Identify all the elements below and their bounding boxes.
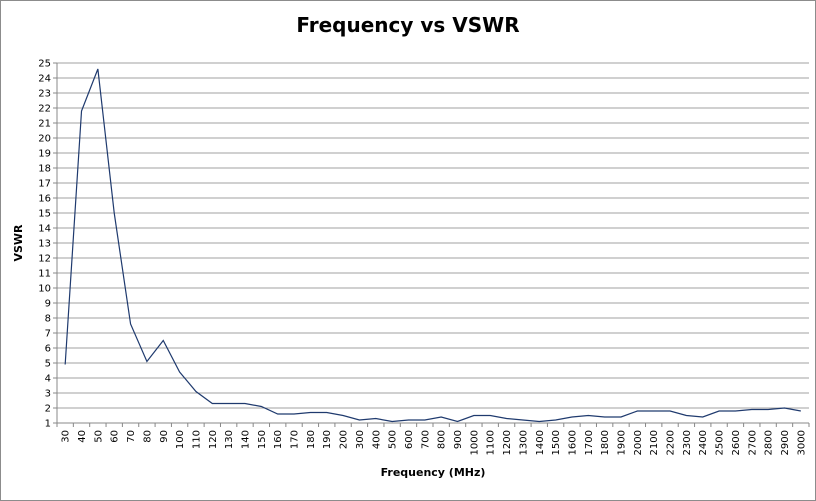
y-tick-label-24: 24 xyxy=(38,74,51,85)
y-tick-label-21: 21 xyxy=(38,119,51,130)
y-tick-label-23: 23 xyxy=(38,89,51,100)
x-tick-label-2000: 2000 xyxy=(633,430,644,455)
x-tick-label-1000: 1000 xyxy=(469,430,480,455)
x-tick-label-1900: 1900 xyxy=(617,430,628,455)
y-tick-label-17: 17 xyxy=(38,179,51,190)
x-tick-label-120: 120 xyxy=(208,430,219,449)
x-tick-label-90: 90 xyxy=(159,430,170,443)
x-tick-label-1600: 1600 xyxy=(567,430,578,455)
x-tick-label-2800: 2800 xyxy=(764,430,775,455)
y-tick-label-20: 20 xyxy=(38,134,51,145)
x-tick-label-400: 400 xyxy=(371,430,382,449)
x-tick-label-2200: 2200 xyxy=(666,430,677,455)
x-tick-label-600: 600 xyxy=(404,430,415,449)
x-tick-label-800: 800 xyxy=(437,430,448,449)
x-tick-label-1200: 1200 xyxy=(502,430,513,455)
x-tick-label-40: 40 xyxy=(77,430,88,443)
y-tick-label-7: 7 xyxy=(45,329,51,340)
y-tick-label-13: 13 xyxy=(38,239,51,250)
x-tick-label-2900: 2900 xyxy=(780,430,791,455)
y-tick-label-16: 16 xyxy=(38,194,51,205)
x-tick-label-160: 160 xyxy=(273,430,284,449)
x-tick-label-2700: 2700 xyxy=(747,430,758,455)
y-tick-label-3: 3 xyxy=(45,389,51,400)
y-tick-label-5: 5 xyxy=(45,359,51,370)
x-tick-label-130: 130 xyxy=(224,430,235,449)
x-tick-label-3000: 3000 xyxy=(796,430,807,455)
x-tick-label-1400: 1400 xyxy=(535,430,546,455)
x-tick-label-1100: 1100 xyxy=(486,430,497,455)
y-tick-label-11: 11 xyxy=(38,269,51,280)
y-axis-ticks: 1234567891011121314151617181920212223242… xyxy=(38,59,57,430)
x-tick-label-200: 200 xyxy=(339,430,350,449)
x-tick-label-1300: 1300 xyxy=(518,430,529,455)
x-tick-label-2400: 2400 xyxy=(698,430,709,455)
x-tick-label-1500: 1500 xyxy=(551,430,562,455)
y-tick-label-8: 8 xyxy=(45,314,51,325)
x-tick-label-100: 100 xyxy=(175,430,186,449)
x-tick-label-300: 300 xyxy=(355,430,366,449)
x-axis-ticks: 30 40 50 60 70 80 90 100 110 120 130 140 150 160 170 18… xyxy=(56,423,810,455)
x-tick-label-30: 30 xyxy=(61,430,72,443)
series-group xyxy=(64,68,801,423)
chart-title: Frequency vs VSWR xyxy=(296,13,520,37)
x-tick-label-190: 190 xyxy=(322,430,333,449)
y-tick-label-9: 9 xyxy=(45,299,51,310)
x-tick-label-180: 180 xyxy=(306,430,317,449)
y-tick-label-12: 12 xyxy=(38,254,51,265)
x-tick-label-1800: 1800 xyxy=(600,430,611,455)
y-axis-label: VSWR xyxy=(12,224,25,262)
x-tick-label-170: 170 xyxy=(290,430,301,449)
x-tick-label-1700: 1700 xyxy=(584,430,595,455)
y-tick-label-14: 14 xyxy=(38,224,51,235)
x-tick-label-50: 50 xyxy=(93,430,104,443)
y-tick-label-2: 2 xyxy=(45,404,51,415)
x-tick-label-80: 80 xyxy=(142,430,153,443)
x-tick-label-150: 150 xyxy=(257,430,268,449)
y-tick-label-10: 10 xyxy=(38,284,51,295)
x-tick-label-140: 140 xyxy=(241,430,252,449)
x-axis-label: Frequency (MHz) xyxy=(381,466,486,479)
x-tick-label-700: 700 xyxy=(420,430,431,449)
x-tick-label-2300: 2300 xyxy=(682,430,693,455)
series-line-0 xyxy=(64,68,801,423)
y-tick-label-19: 19 xyxy=(38,149,51,160)
x-tick-label-70: 70 xyxy=(126,430,137,443)
y-tick-label-25: 25 xyxy=(38,59,51,70)
y-tick-label-18: 18 xyxy=(38,164,51,175)
x-tick-label-900: 900 xyxy=(453,430,464,449)
x-tick-label-60: 60 xyxy=(110,430,121,443)
x-tick-label-110: 110 xyxy=(191,430,202,449)
grid-lines xyxy=(56,62,809,424)
y-tick-label-15: 15 xyxy=(38,209,51,220)
x-tick-label-2500: 2500 xyxy=(715,430,726,455)
x-tick-label-2600: 2600 xyxy=(731,430,742,455)
x-tick-label-2100: 2100 xyxy=(649,430,660,455)
x-tick-label-500: 500 xyxy=(388,430,399,449)
y-tick-label-22: 22 xyxy=(38,104,51,115)
y-tick-label-4: 4 xyxy=(45,374,51,385)
y-tick-label-1: 1 xyxy=(45,419,51,430)
y-tick-label-6: 6 xyxy=(45,344,51,355)
